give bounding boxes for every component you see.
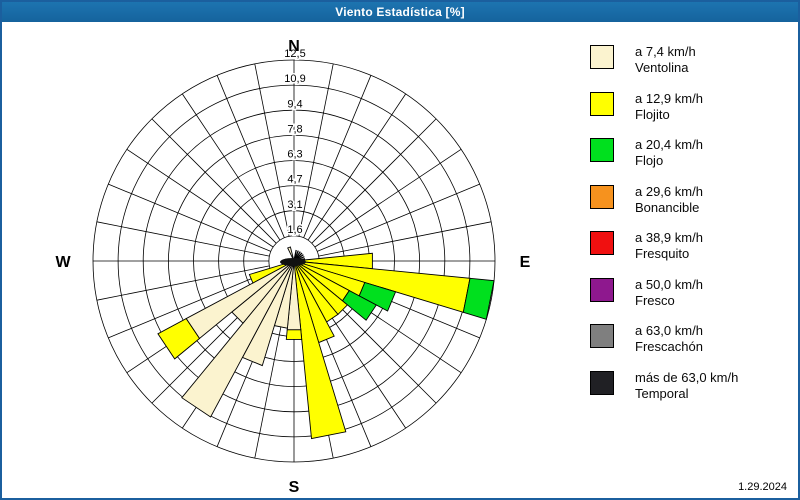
legend-label: a 7,4 km/h Ventolina (635, 44, 696, 76)
legend-label: a 12,9 km/h Flojito (635, 91, 703, 123)
legend-name: Flojo (635, 153, 664, 168)
grid-spoke (317, 183, 480, 252)
grid-spoke (216, 75, 285, 238)
grid-spoke (108, 270, 271, 339)
grid-spoke (307, 93, 407, 241)
grid-spoke (96, 265, 270, 301)
legend-speed: más de 63,0 km/h (635, 369, 739, 385)
compass-label-n: N (288, 38, 300, 55)
rose-bar-ventolina (287, 246, 295, 262)
radial-tick-label: 7,8 (287, 123, 302, 135)
legend-label: a 50,0 km/h Fresco (635, 277, 703, 309)
rose-bar-ventolina (181, 260, 295, 418)
legend-item: a 38,9 km/h Fresquito (590, 230, 795, 277)
rose-bar-flojito (285, 329, 303, 340)
compass-label-w: W (55, 254, 71, 271)
date-label: 1.29.2024 (738, 481, 787, 493)
legend-name: Flojito (635, 106, 670, 122)
legend-label: a 20,4 km/h Flojo (635, 137, 703, 169)
legend-speed: a 38,9 km/h (635, 230, 703, 245)
legend-item: a 7,4 km/h Ventolina (590, 44, 795, 91)
grid-spoke (181, 93, 281, 241)
legend-item: a 29,6 km/h Bonancible (590, 184, 795, 231)
rose-bar-flojito (248, 260, 295, 284)
radial-tick-label: 9,4 (287, 98, 302, 110)
compass-label-e: E (520, 254, 531, 271)
legend-label: más de 63,0 km/h Temporal (635, 370, 738, 402)
grid-spoke (314, 148, 462, 248)
legend-name: Bonancible (635, 199, 700, 215)
radial-tick-label: 6,3 (287, 149, 302, 161)
legend-swatch-fresco (590, 277, 614, 302)
legend-speed: a 63,0 km/h (635, 323, 703, 338)
legend-swatch-temporal (590, 370, 614, 395)
radial-tick-label: 10,9 (284, 73, 305, 85)
legend-label: a 29,6 km/h Bonancible (635, 184, 703, 216)
grid-spoke (303, 75, 372, 238)
legend-speed: a 29,6 km/h (635, 183, 703, 199)
legend-swatch-frescachon (590, 324, 614, 348)
rose-bar-flojo (341, 290, 377, 321)
grid-spoke (254, 63, 290, 237)
legend: a 7,4 km/h Ventolina a 12,9 km/h Flojito a 2… (590, 44, 795, 416)
legend-item: a 12,9 km/h Flojito (590, 91, 795, 138)
legend-swatch-ventolina (590, 45, 614, 69)
rose-bar-flojito (157, 318, 201, 360)
chart-area: 1,6 3,1 4,7 6,3 7,8 9,4 10,9 12,5 N S E W a 7,4 km/… (2, 24, 798, 498)
legend-swatch-flojito (590, 91, 614, 116)
legend-name: Temporal (635, 385, 689, 401)
legend-name: Fresquito (635, 246, 690, 261)
radial-tick-label: 12,5 (284, 48, 305, 60)
radial-tick-label: 1,6 (287, 224, 302, 236)
rose-bar-flojito (293, 260, 347, 440)
legend-item: a 20,4 km/h Flojo (590, 137, 795, 184)
wind-rose-chart: 1,6 3,1 4,7 6,3 7,8 9,4 10,9 12,5N S E W (55, 38, 531, 496)
grid-spoke (311, 118, 437, 244)
title-bar: Viento Estadística [%] (2, 2, 798, 22)
rose-bar-flojo (358, 281, 397, 312)
grid-spoke (108, 183, 271, 252)
legend-name: Fresco (635, 292, 675, 308)
legend-swatch-bonancible (590, 184, 614, 209)
legend-speed: a 50,0 km/h (635, 276, 703, 292)
legend-name: Frescachón (635, 339, 703, 354)
grid-spoke (126, 148, 274, 248)
grid-spoke (151, 118, 277, 244)
rose-bar-flojo (462, 277, 495, 320)
grid-spoke (298, 63, 334, 237)
radial-tick-label: 3,1 (287, 199, 302, 211)
legend-speed: a 7,4 km/h (635, 44, 696, 59)
grid-spoke (318, 221, 492, 257)
radial-tick-label: 4,7 (287, 174, 302, 186)
legend-swatch-fresquito (590, 231, 614, 255)
compass-label-s: S (289, 479, 300, 496)
window-title: Viento Estadística [%] (335, 5, 465, 19)
legend-label: a 63,0 km/h Frescachón (635, 323, 703, 355)
grid-spoke (96, 221, 270, 257)
legend-item: a 50,0 km/h Fresco (590, 277, 795, 324)
legend-speed: a 12,9 km/h (635, 90, 703, 106)
legend-item: a 63,0 km/h Frescachón (590, 323, 795, 370)
rose-center-cluster (280, 258, 306, 266)
legend-swatch-flojo (590, 138, 614, 162)
legend-item: más de 63,0 km/h Temporal (590, 370, 795, 417)
legend-label: a 38,9 km/h Fresquito (635, 230, 703, 262)
legend-name: Ventolina (635, 60, 689, 75)
legend-speed: a 20,4 km/h (635, 137, 703, 152)
